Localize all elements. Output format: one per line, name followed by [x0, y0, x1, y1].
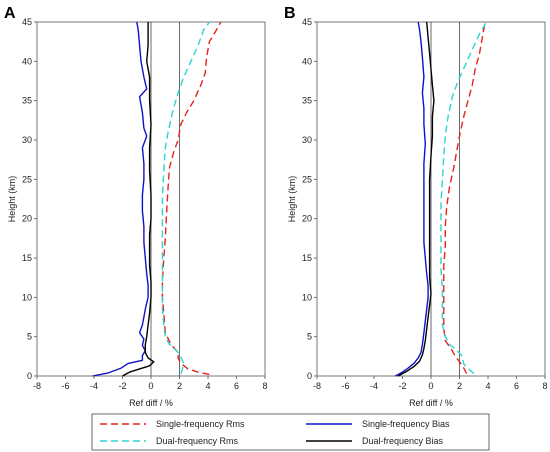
y-tick-label: 45 — [22, 17, 32, 27]
x-tick-label: 6 — [234, 381, 239, 391]
panel-letter: B — [284, 5, 296, 22]
series-line-single-frequency-rms — [161, 21, 222, 376]
x-tick-label: -6 — [61, 381, 69, 391]
x-tick-label: -8 — [33, 381, 41, 391]
legend-box — [91, 413, 490, 451]
series-line-single-frequency-rms — [443, 21, 486, 374]
y-tick-label: 20 — [22, 214, 32, 224]
legend: Single-frequency Rms Single-frequency Bia… — [91, 413, 490, 451]
y-tick-label: 10 — [22, 292, 32, 302]
x-tick-label: -4 — [370, 381, 378, 391]
x-axis-title: Ref diff / % — [129, 398, 173, 408]
legend-label-single-frequency-bias: Single-frequency Bias — [362, 419, 450, 429]
x-tick-label: -2 — [398, 381, 406, 391]
x-tick-label: 2 — [177, 381, 182, 391]
y-axis-title: Height (km) — [7, 176, 17, 223]
x-tick-label: 8 — [542, 381, 547, 391]
x-tick-label: 8 — [262, 381, 267, 391]
series-line-dual-frequency-bias — [397, 21, 435, 377]
y-tick-label: 15 — [302, 253, 312, 263]
y-tick-label: 5 — [307, 332, 312, 342]
panel-b: B -8 -6 -4 -2 0 2 4 6 8 0 5 10 15 20 25 30 35 40 45 Ref diff… — [284, 5, 548, 408]
panel-letter: A — [4, 5, 16, 22]
panel-a: A -8 -6 -4 -2 0 2 4 6 8 0 5 10 15 20 25 30 35 40 45 Ref diff… — [4, 5, 268, 408]
x-axis-title: Ref diff / % — [409, 398, 453, 408]
series-line-dual-frequency-rms — [440, 21, 488, 375]
x-tick-label: 4 — [485, 381, 490, 391]
x-tick-label: 2 — [457, 381, 462, 391]
y-tick-label: 10 — [302, 292, 312, 302]
y-tick-label: 35 — [302, 96, 312, 106]
x-tick-label: -8 — [313, 381, 321, 391]
series-line-dual-frequency-rms — [161, 21, 210, 374]
y-tick-label: 0 — [307, 371, 312, 381]
y-tick-label: 40 — [302, 56, 312, 66]
y-tick-label: 20 — [302, 214, 312, 224]
y-tick-label: 35 — [22, 96, 32, 106]
x-tick-label: 6 — [514, 381, 519, 391]
y-tick-label: 5 — [27, 332, 32, 342]
y-tick-label: 30 — [22, 135, 32, 145]
x-tick-label: -4 — [90, 381, 98, 391]
y-tick-label: 40 — [22, 56, 32, 66]
x-tick-label: -6 — [341, 381, 349, 391]
y-tick-label: 15 — [22, 253, 32, 263]
series-line-single-frequency-bias — [395, 21, 429, 377]
y-tick-label: 0 — [27, 371, 32, 381]
y-tick-label: 25 — [302, 174, 312, 184]
x-tick-label: -2 — [118, 381, 126, 391]
legend-label-dual-frequency-bias: Dual-frequency Bias — [362, 436, 444, 446]
legend-label-dual-frequency-rms: Dual-frequency Rms — [156, 436, 239, 446]
series-line-dual-frequency-bias — [122, 22, 155, 377]
y-tick-label: 30 — [302, 135, 312, 145]
y-axis-title: Height (km) — [287, 176, 297, 223]
y-tick-label: 25 — [22, 174, 32, 184]
series-line-single-frequency-bias — [92, 21, 149, 377]
x-tick-label: 0 — [428, 381, 433, 391]
x-tick-label: 0 — [148, 381, 153, 391]
x-tick-label: 4 — [205, 381, 210, 391]
legend-label-single-frequency-rms: Single-frequency Rms — [156, 419, 245, 429]
y-tick-label: 45 — [302, 17, 312, 27]
